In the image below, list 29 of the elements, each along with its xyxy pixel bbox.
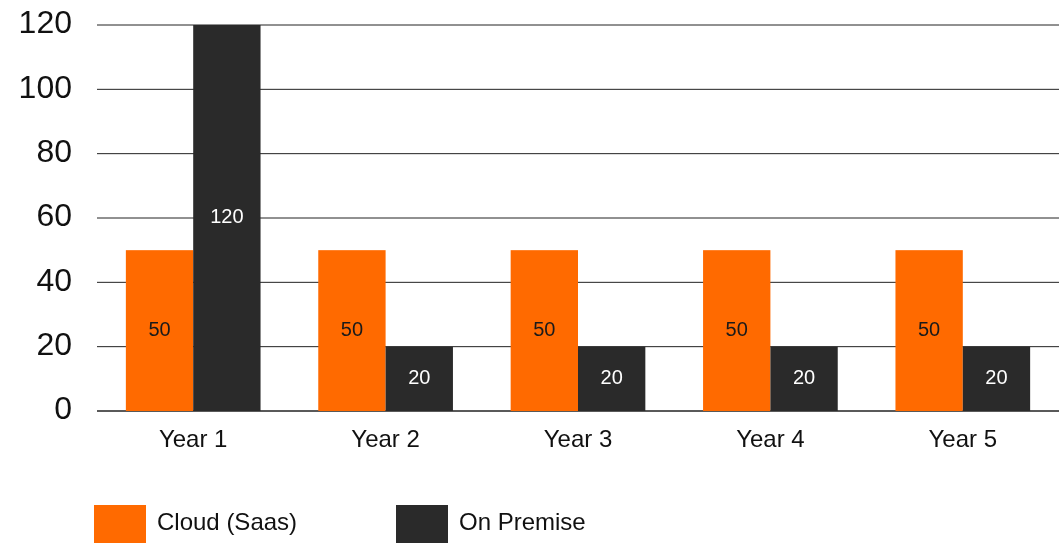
x-tick-label: Year 3 [543, 425, 613, 453]
bar [510, 250, 578, 411]
bar [703, 250, 771, 411]
data-label: 50 [340, 317, 364, 340]
y-tick-label: 80 [36, 133, 72, 170]
x-tick-label: Year 4 [736, 425, 805, 453]
data-label: 20 [408, 366, 431, 389]
data-label: 120 [210, 205, 244, 228]
y-tick-label: 0 [54, 390, 72, 427]
data-label: 50 [533, 317, 556, 340]
bar [895, 250, 963, 411]
y-tick-label: 100 [18, 68, 72, 105]
bar [318, 250, 386, 411]
data-label: 20 [985, 366, 1008, 389]
data-label: 50 [725, 317, 748, 340]
data-label: 20 [792, 366, 816, 389]
legend-label: Cloud (Saas) [157, 508, 298, 536]
y-tick-label: 20 [36, 326, 72, 363]
legend-label: On Premise [459, 508, 586, 536]
x-tick-label: Year 5 [928, 425, 998, 453]
data-label: 50 [148, 317, 171, 340]
y-tick-label: 120 [18, 4, 72, 41]
y-tick-label: 40 [36, 261, 72, 298]
data-label: 20 [600, 366, 623, 389]
data-label: 50 [918, 317, 941, 340]
x-tick-label: Year 2 [351, 425, 420, 453]
x-tick-label: Year 1 [158, 425, 228, 453]
y-tick-label: 60 [36, 197, 72, 234]
bar [125, 250, 194, 411]
